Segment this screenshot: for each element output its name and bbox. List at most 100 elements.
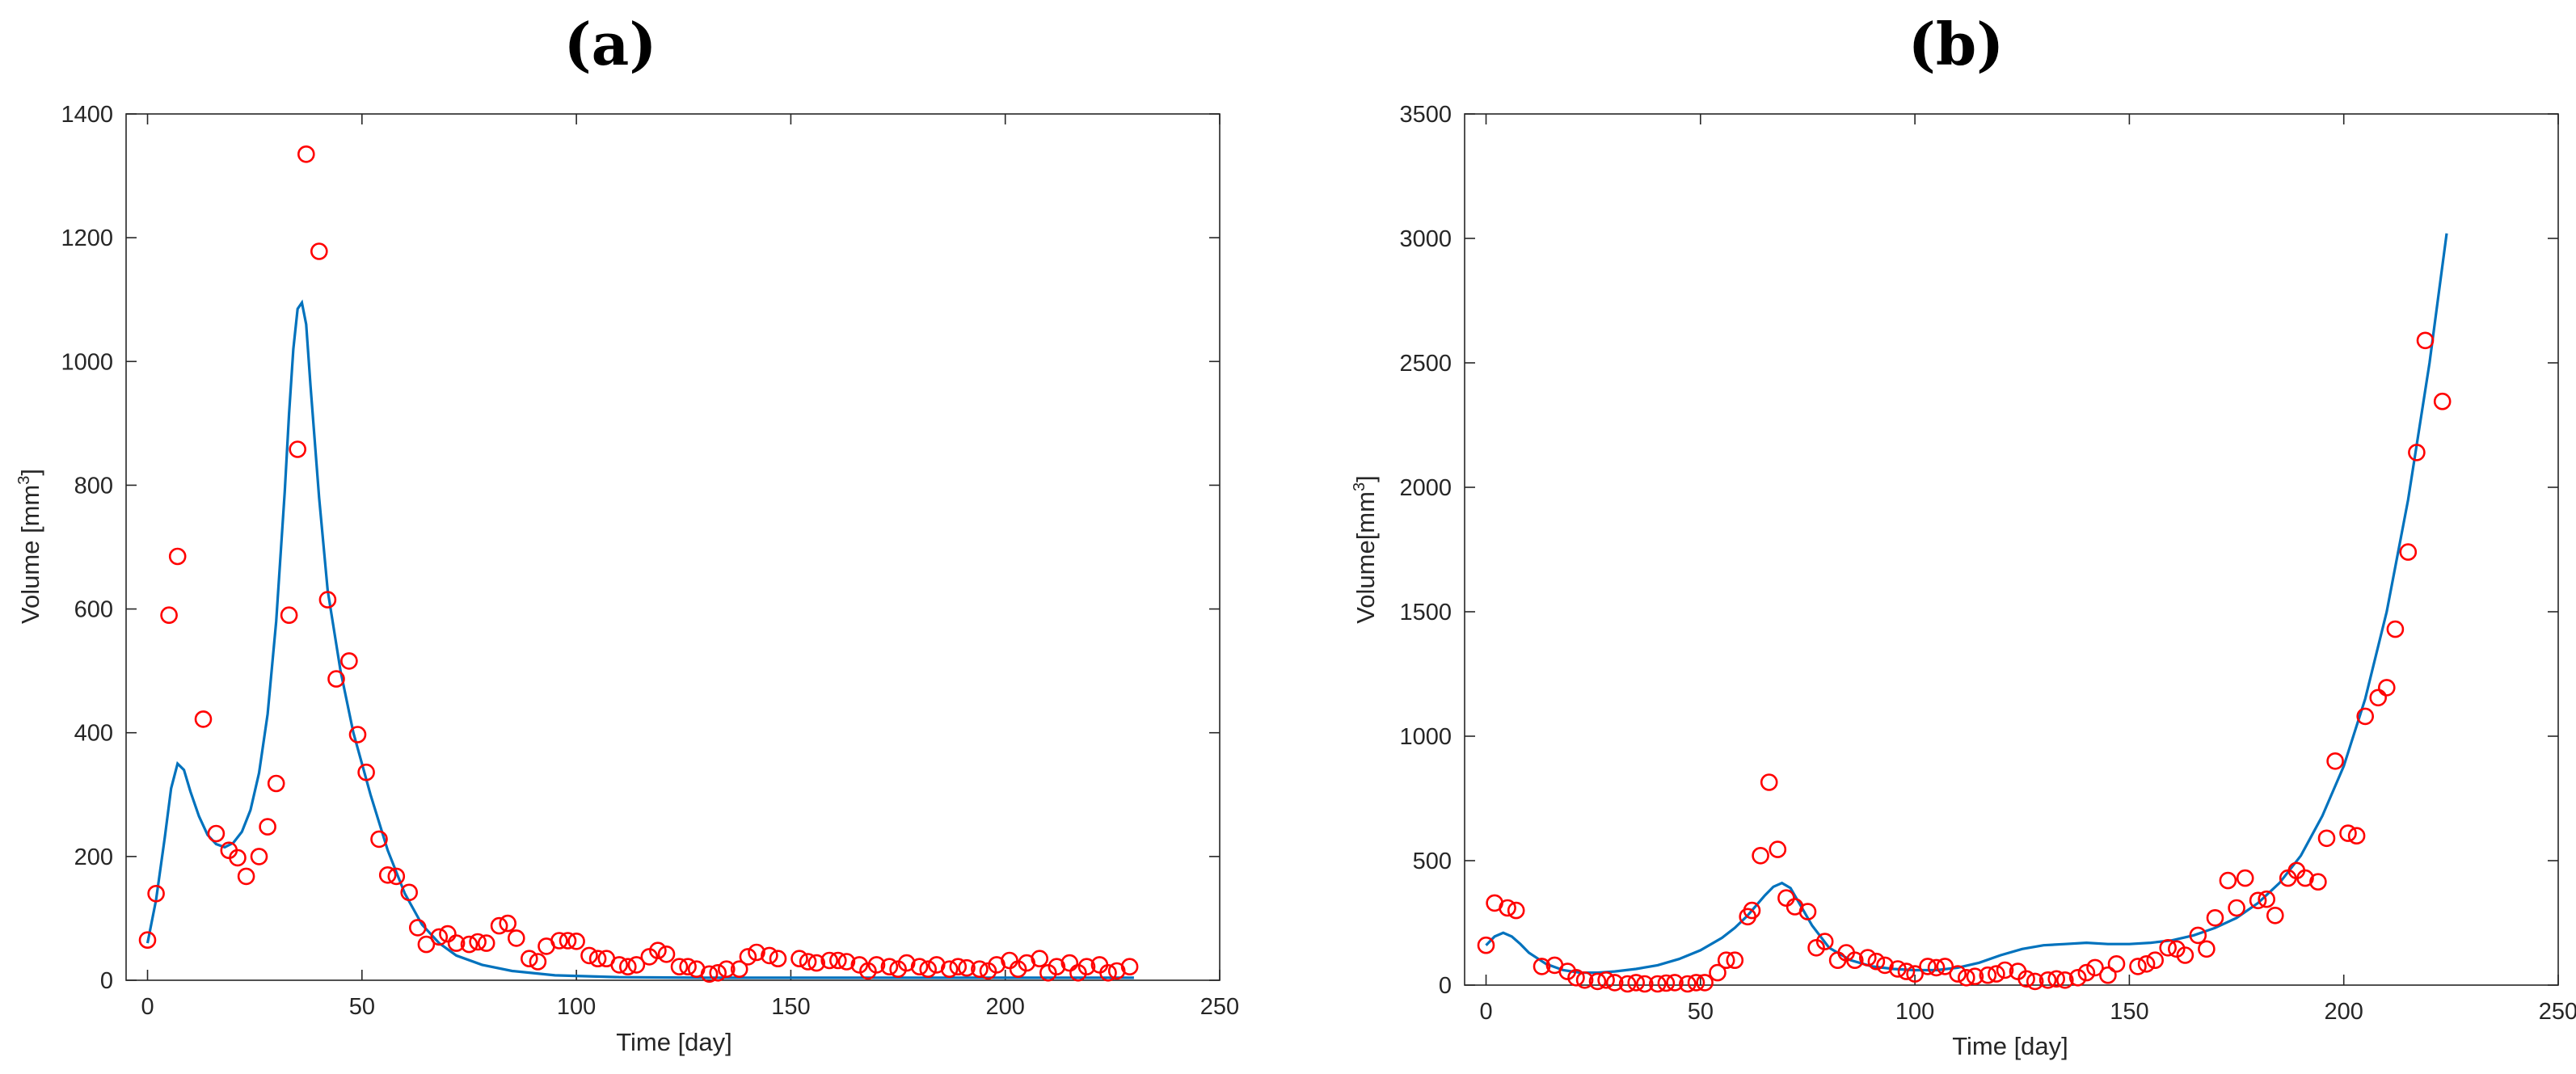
panel-a-observation-point: [207, 824, 226, 843]
panel-a-observation-point: [194, 710, 213, 728]
panel-a-observation-point: [430, 928, 449, 946]
panel-b-y-tick-label: 2000: [1399, 475, 1452, 501]
panel-b-observation-point: [1533, 958, 1551, 975]
panel-b-x-tick-label: 250: [2539, 999, 2576, 1025]
panel-a-y-tick-label: 400: [74, 721, 113, 747]
panel-b-observation-point: [2433, 392, 2452, 411]
panel-b-x-tick-label: 100: [1895, 999, 1934, 1025]
panel-b-observation-point: [1499, 899, 1516, 917]
panel-b-observation-point: [2378, 679, 2396, 697]
panel-b-observation-point: [1846, 951, 1864, 969]
panel-b-observation-point: [1988, 965, 2005, 983]
panel-a-observation-point: [520, 950, 538, 967]
panel-b-observation-point: [1859, 949, 1877, 967]
panel-b-observation-point: [2399, 543, 2418, 561]
panel-a-observation-point: [499, 914, 517, 933]
panel-b-observation-point: [2249, 891, 2267, 910]
panel-b-observation-point: [2339, 824, 2357, 842]
panel-b-observation-point: [1567, 969, 1585, 987]
panel-a-y-tick-label: 200: [74, 844, 113, 870]
panel-a-observation-point: [168, 547, 187, 566]
panel-a-observation-point: [949, 958, 968, 975]
panel-a-observation-point: [880, 958, 899, 975]
panel-b-observation-point: [1919, 958, 1937, 975]
panel-b-observation-point: [2086, 958, 2104, 977]
panel-a-model-line: [145, 299, 1134, 979]
panel-a-observation-point: [250, 848, 268, 866]
panel-a-observation-point: [237, 867, 255, 886]
panel-a-observation-point: [940, 960, 959, 978]
panel-a-observation-point: [1060, 954, 1079, 972]
panel-a-observation-point: [559, 932, 577, 950]
panel-b-observation-point: [2198, 940, 2216, 958]
panel-b-observation-point: [1815, 933, 1834, 950]
panel-a-observation-point: [919, 960, 937, 978]
panel-a-observation-point: [618, 958, 637, 975]
panel-b-y-tick-label: 3000: [1399, 226, 1452, 252]
panel-b-observation-point: [1696, 974, 1714, 992]
panel-a-observation-point: [958, 958, 976, 977]
panel-b-observation-point: [1777, 889, 1795, 907]
panel-b-observation-point: [1927, 958, 1946, 977]
panel-b-observation-point: [1477, 936, 1495, 954]
panel-a-observation-point: [649, 941, 667, 959]
panel-a-observation-point: [748, 943, 765, 962]
panel-b-observation-point: [2017, 970, 2035, 988]
panel-b-observation-point: [2026, 972, 2044, 991]
panel-b-observation-point: [1575, 971, 1594, 989]
panel-a-observation-point: [267, 774, 285, 793]
panel-b-observation-point: [2189, 926, 2207, 945]
panel-b-observation-point: [1936, 958, 1954, 975]
panel-b-observation-point: [2146, 951, 2164, 969]
panel-b-observation-point: [2206, 909, 2224, 927]
panel-a-y-tick-label: 0: [100, 968, 113, 994]
panel-a-observation-point: [610, 956, 629, 974]
panel-b-observation-point: [2408, 444, 2426, 461]
panel-a-observation-point: [550, 932, 568, 950]
panel-a-observation-point: [1099, 964, 1117, 982]
panel-a-observation-point: [679, 958, 697, 975]
panel-b-observation-point: [2296, 869, 2314, 887]
panel-b-model-line: [1485, 233, 2448, 975]
panel-b-y-tick-label: 0: [1439, 973, 1452, 999]
panel-b-y-tick-label: 1000: [1399, 724, 1452, 750]
panel-a-observation-point: [910, 958, 929, 975]
panel-b-observation-point: [1657, 974, 1676, 992]
panel-b-observation-point: [2416, 331, 2435, 350]
panel-b-observation-point: [1605, 974, 1624, 992]
panel-b-observation-point: [2356, 707, 2374, 726]
panel-b-observation-point: [1897, 962, 1916, 980]
panel-a-observation-point: [310, 242, 328, 260]
panel-b-observation-point: [1752, 847, 1769, 865]
panel-b-y-axis-label: Volume[mm3]: [1351, 475, 1380, 623]
panel-b-observation-point: [1876, 956, 1894, 975]
panel-b-observation-point: [1666, 974, 1684, 992]
panel-b-observation-point: [2317, 829, 2336, 848]
panel-a-observation-point: [297, 145, 315, 163]
panel-a-observation-point: [529, 953, 547, 971]
panel-a-observation-point: [327, 670, 345, 688]
panel-b-y-axis: 0 500 1000 1500 2000 2500 3000 3500: [1399, 102, 2558, 999]
panel-a-observation-point: [1120, 958, 1139, 975]
panel-b-observation-point: [2228, 899, 2245, 917]
panel-a-observation-point: [289, 440, 307, 458]
panel-a-y-tick-label: 600: [74, 597, 113, 623]
panel-b-observation-point: [2137, 955, 2156, 973]
panel-b-x-tick-label: 200: [2325, 999, 2363, 1025]
panel-b-observation-point: [1949, 965, 1967, 983]
panel-a-observation-point: [439, 924, 457, 943]
panel-a-observation-point: [280, 606, 298, 625]
panel-a-observation-point: [259, 818, 276, 836]
panel-b-x-tick-label: 50: [1688, 999, 1714, 1025]
panel-a-observation-point: [1031, 950, 1048, 967]
panel-a-observation-point: [477, 934, 495, 952]
panel-b-observation-point: [1649, 975, 1667, 993]
panel-a-observation-point: [700, 965, 719, 983]
panel-a-observation-point: [490, 916, 508, 935]
panel-a-observation-point: [1077, 958, 1096, 975]
panel-a-observation-point: [791, 950, 808, 967]
panel-a-observation-point: [730, 960, 748, 978]
panel-b-observation-point: [1958, 969, 1975, 987]
panel-b-observation-point: [1558, 962, 1577, 980]
panel-b-observation-point: [2077, 963, 2096, 982]
